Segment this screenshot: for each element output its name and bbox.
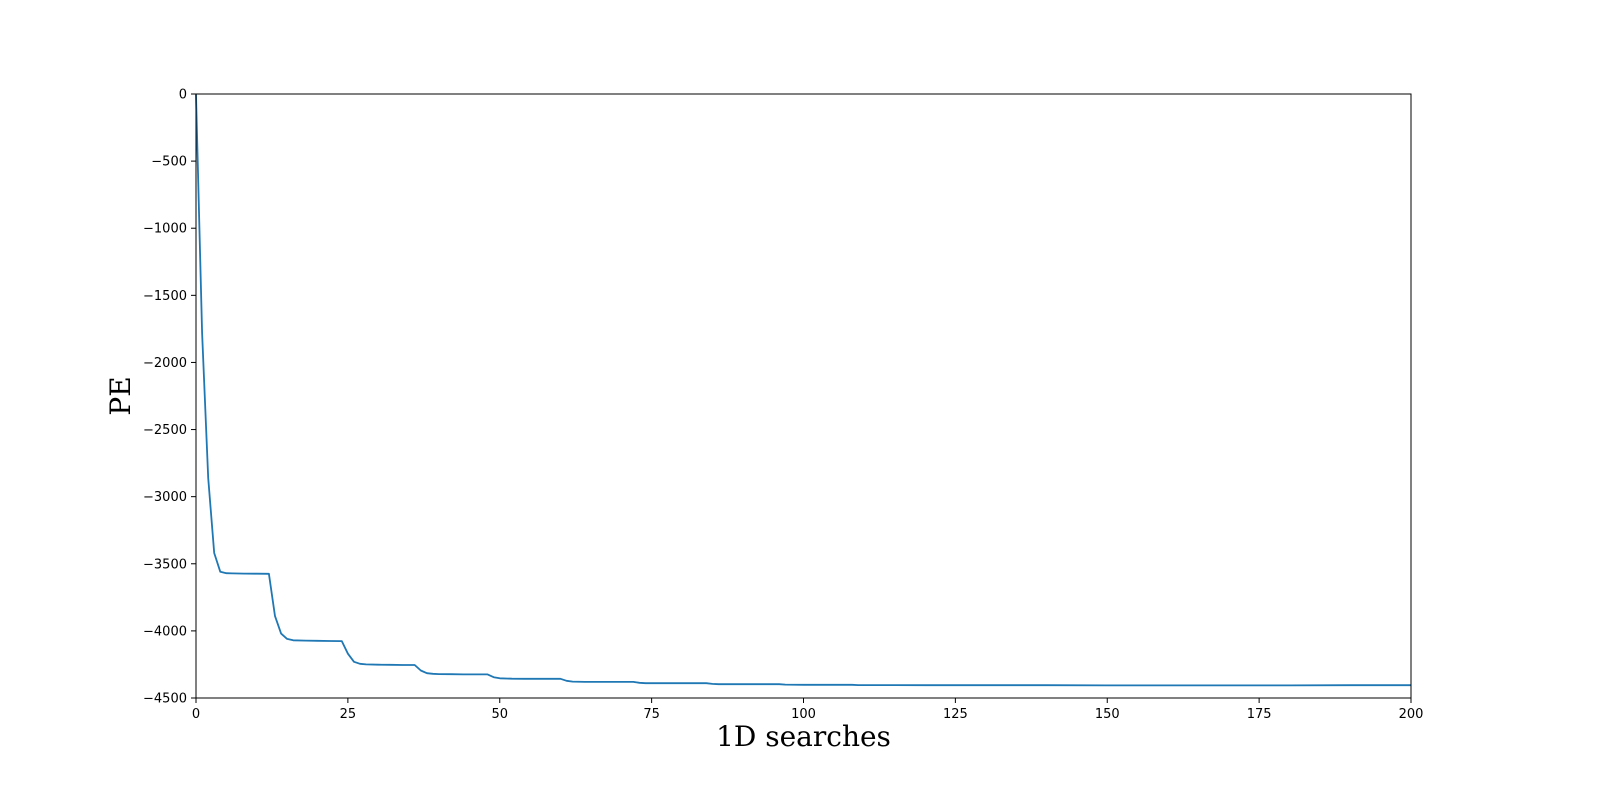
y-tick-label: −500 <box>151 155 187 170</box>
series-line <box>195 94 1411 687</box>
x-axis-label: 1D searches <box>716 720 891 753</box>
x-tick-label: 0 <box>192 707 200 722</box>
y-tick-label: −2500 <box>143 423 187 438</box>
x-tick-label: 25 <box>340 707 357 722</box>
y-tick-label: −2000 <box>143 356 187 371</box>
x-axis-ticks: 0 25 50 75 100 125 150 175 200 <box>192 698 1424 722</box>
x-tick-label: 150 <box>1095 707 1120 722</box>
y-tick-label: −4000 <box>143 624 187 639</box>
y-tick-label: −4500 <box>143 692 187 707</box>
y-tick-label: −1500 <box>143 289 187 304</box>
y-axis-label: PE <box>104 376 137 415</box>
y-tick-label: 0 <box>179 88 187 103</box>
x-tick-label: 200 <box>1399 707 1424 722</box>
y-tick-label: −3500 <box>143 557 187 572</box>
y-tick-label: −3000 <box>143 490 187 505</box>
x-tick-label: 100 <box>791 707 816 722</box>
y-tick-label: −1000 <box>143 222 187 237</box>
x-tick-label: 50 <box>491 707 508 722</box>
y-axis-ticks: 0 −500 −1000 −1500 −2000 −2500 −3000 −3500 −4000… <box>143 88 196 707</box>
x-tick-label: 175 <box>1247 707 1272 722</box>
x-tick-label: 125 <box>943 707 968 722</box>
x-tick-label: 75 <box>643 707 660 722</box>
plot-area-frame <box>195 93 1412 699</box>
